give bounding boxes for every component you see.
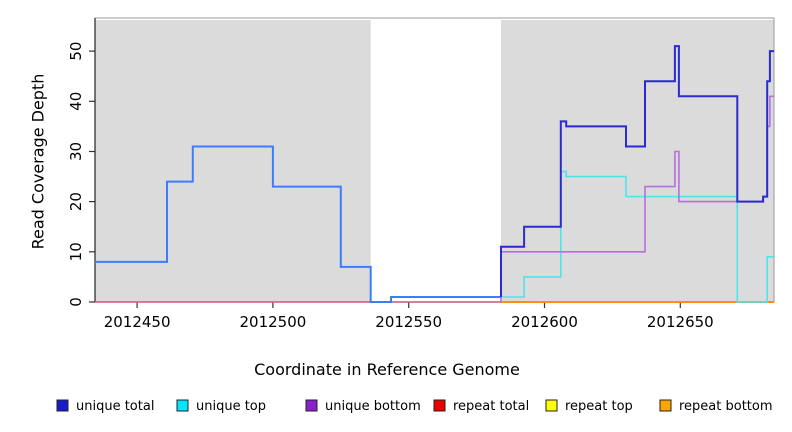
legend-swatch [176, 399, 189, 412]
legend-label: unique top [196, 399, 266, 414]
x-tick-label: 2012600 [511, 313, 578, 331]
y-tick-label: 30 [67, 142, 85, 161]
legend-item-repeat-top: repeat top [545, 399, 633, 414]
repeat-region-shading-1 [501, 20, 774, 302]
repeat-region-shading-0 [95, 20, 371, 302]
legend-item-unique-total: unique total [56, 399, 154, 414]
x-tick-label: 2012500 [239, 313, 306, 331]
x-axis-title: Coordinate in Reference Genome [254, 360, 520, 379]
y-tick-label: 40 [67, 92, 85, 111]
legend-item-unique-top: unique top [176, 399, 266, 414]
legend-label: unique bottom [325, 399, 421, 414]
legend-label: repeat top [565, 399, 633, 414]
legend-swatch [305, 399, 318, 412]
legend-swatch [56, 399, 69, 412]
legend-swatch [433, 399, 446, 412]
y-axis-title: Read Coverage Depth [28, 73, 48, 250]
y-tick-label: 10 [67, 242, 85, 261]
legend-item-unique-bottom: unique bottom [305, 399, 421, 414]
series-line-unique-total [500, 45, 774, 297]
legend-label: repeat total [453, 399, 529, 414]
y-tick-label: 0 [67, 297, 85, 307]
series-line-unique-total-left-segment- [95, 145, 501, 303]
x-tick-label: 2012650 [647, 313, 714, 331]
series-line-unique-bottom [500, 95, 774, 302]
legend-label: unique total [76, 399, 154, 414]
x-tick-label: 2012450 [104, 313, 171, 331]
legend-swatch [659, 399, 672, 412]
x-tick-label: 2012550 [375, 313, 442, 331]
legend-item-repeat-total: repeat total [433, 399, 529, 414]
y-tick-label: 50 [67, 42, 85, 61]
y-tick-label: 20 [67, 192, 85, 211]
legend-item-repeat-bottom: repeat bottom [659, 399, 773, 414]
series-line-unique-top [501, 170, 774, 303]
legend-label: repeat bottom [679, 399, 773, 414]
legend-swatch [545, 399, 558, 412]
